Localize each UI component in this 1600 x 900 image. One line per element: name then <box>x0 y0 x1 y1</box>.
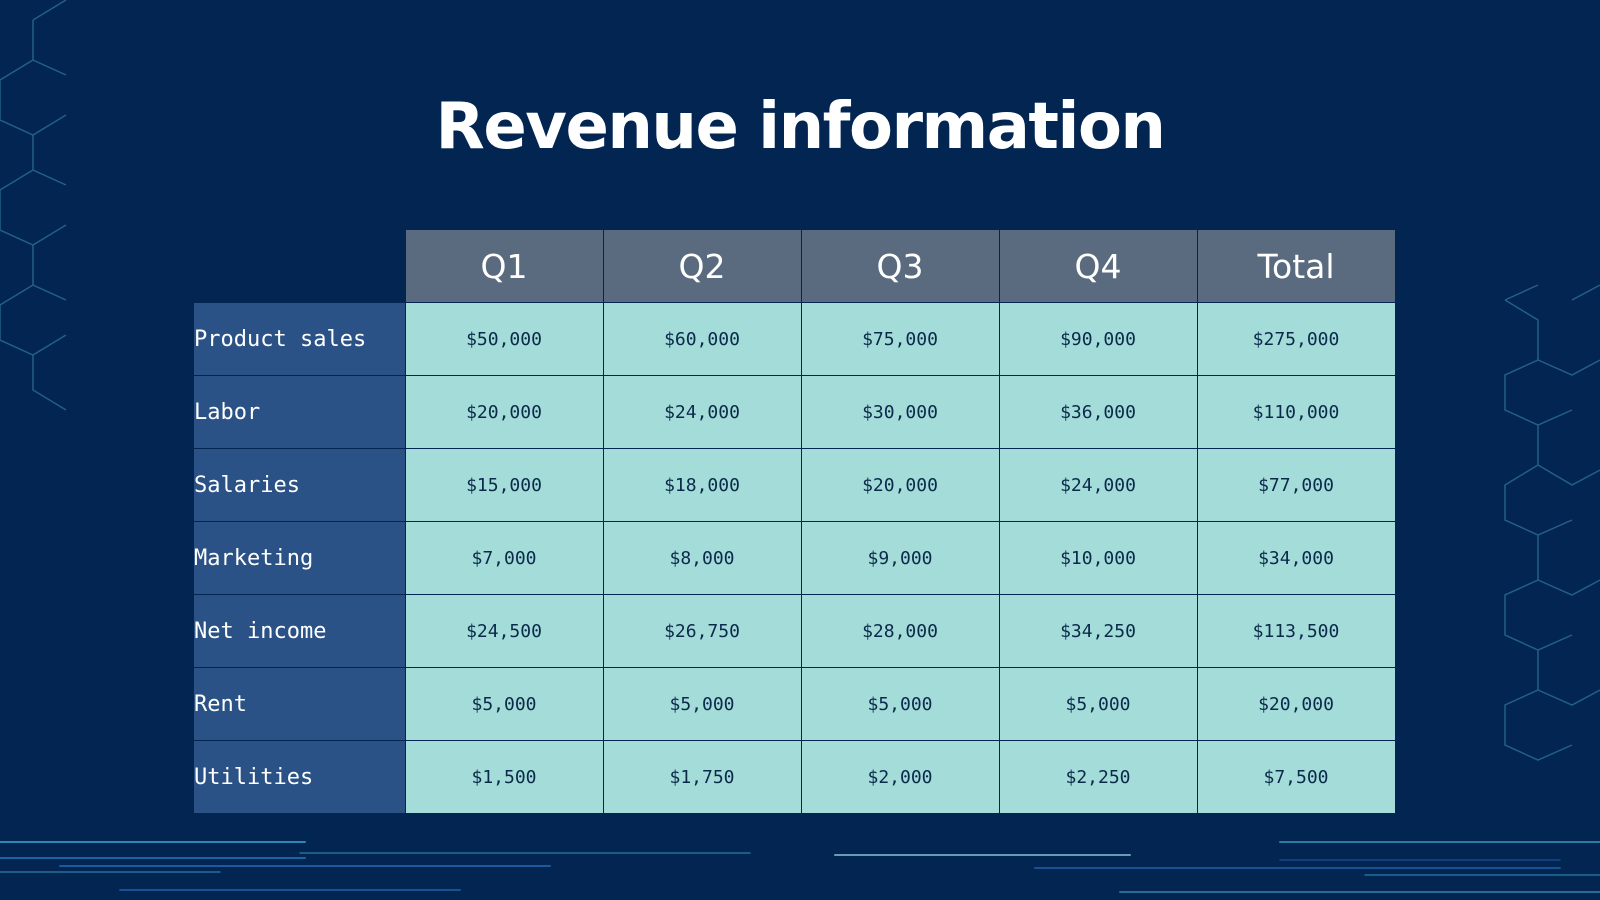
table-cell: $20,000 <box>404 375 604 449</box>
table-row: Salaries $15,000 $18,000 $20,000 $24,000… <box>194 448 1396 522</box>
table-cell: $18,000 <box>602 448 802 522</box>
table-cell: $26,750 <box>602 594 802 668</box>
table-row: Labor $20,000 $24,000 $30,000 $36,000 $1… <box>194 375 1396 449</box>
table-corner <box>194 230 405 303</box>
column-header: Q1 <box>404 230 604 303</box>
table-cell: $9,000 <box>800 521 1000 595</box>
table-cell: $5,000 <box>800 667 1000 741</box>
table-cell: $24,000 <box>998 448 1198 522</box>
table-cell: $77,000 <box>1196 448 1396 522</box>
table-cell: $1,750 <box>602 740 802 814</box>
table-cell: $5,000 <box>404 667 604 741</box>
table-cell: $24,500 <box>404 594 604 668</box>
table-cell: $10,000 <box>998 521 1198 595</box>
table-cell: $1,500 <box>404 740 604 814</box>
row-label: Salaries <box>194 448 405 522</box>
hexagon-pattern-left <box>0 0 67 411</box>
table-row: Net income $24,500 $26,750 $28,000 $34,2… <box>194 594 1396 668</box>
table-cell: $30,000 <box>800 375 1000 449</box>
table-cell: $90,000 <box>998 302 1198 376</box>
table-cell: $34,250 <box>998 594 1198 668</box>
table-cell: $24,000 <box>602 375 802 449</box>
row-label: Marketing <box>194 521 405 595</box>
table-cell: $50,000 <box>404 302 604 376</box>
table-cell: $20,000 <box>1196 667 1396 741</box>
table-cell: $113,500 <box>1196 594 1396 668</box>
light-streaks <box>0 841 1600 893</box>
table-cell: $15,000 <box>404 448 604 522</box>
row-label: Net income <box>194 594 405 668</box>
column-header: Total <box>1196 230 1396 303</box>
table-cell: $8,000 <box>602 521 802 595</box>
hexagon-pattern-right <box>1504 284 1600 761</box>
table-row: Rent $5,000 $5,000 $5,000 $5,000 $20,000 <box>194 667 1396 741</box>
table-header-row: Q1 Q2 Q3 Q4 Total <box>194 230 1396 303</box>
table-cell: $60,000 <box>602 302 802 376</box>
table-cell: $7,500 <box>1196 740 1396 814</box>
revenue-table: Q1 Q2 Q3 Q4 Total Product sales $50,000 … <box>194 230 1396 814</box>
row-label: Rent <box>194 667 405 741</box>
table-cell: $2,250 <box>998 740 1198 814</box>
row-label: Utilities <box>194 740 405 814</box>
table-row: Product sales $50,000 $60,000 $75,000 $9… <box>194 302 1396 376</box>
table-cell: $2,000 <box>800 740 1000 814</box>
table-cell: $75,000 <box>800 302 1000 376</box>
table-row: Marketing $7,000 $8,000 $9,000 $10,000 $… <box>194 521 1396 595</box>
table-cell: $7,000 <box>404 521 604 595</box>
column-header: Q3 <box>800 230 1000 303</box>
row-label: Product sales <box>194 302 405 376</box>
table-cell: $36,000 <box>998 375 1198 449</box>
table-cell: $275,000 <box>1196 302 1396 376</box>
table-cell: $28,000 <box>800 594 1000 668</box>
column-header: Q4 <box>998 230 1198 303</box>
table-cell: $20,000 <box>800 448 1000 522</box>
slide-title: Revenue information <box>435 90 1166 164</box>
column-header: Q2 <box>602 230 802 303</box>
table-cell: $34,000 <box>1196 521 1396 595</box>
table-cell: $110,000 <box>1196 375 1396 449</box>
table-row: Utilities $1,500 $1,750 $2,000 $2,250 $7… <box>194 740 1396 814</box>
table-cell: $5,000 <box>998 667 1198 741</box>
table-cell: $5,000 <box>602 667 802 741</box>
row-label: Labor <box>194 375 405 449</box>
